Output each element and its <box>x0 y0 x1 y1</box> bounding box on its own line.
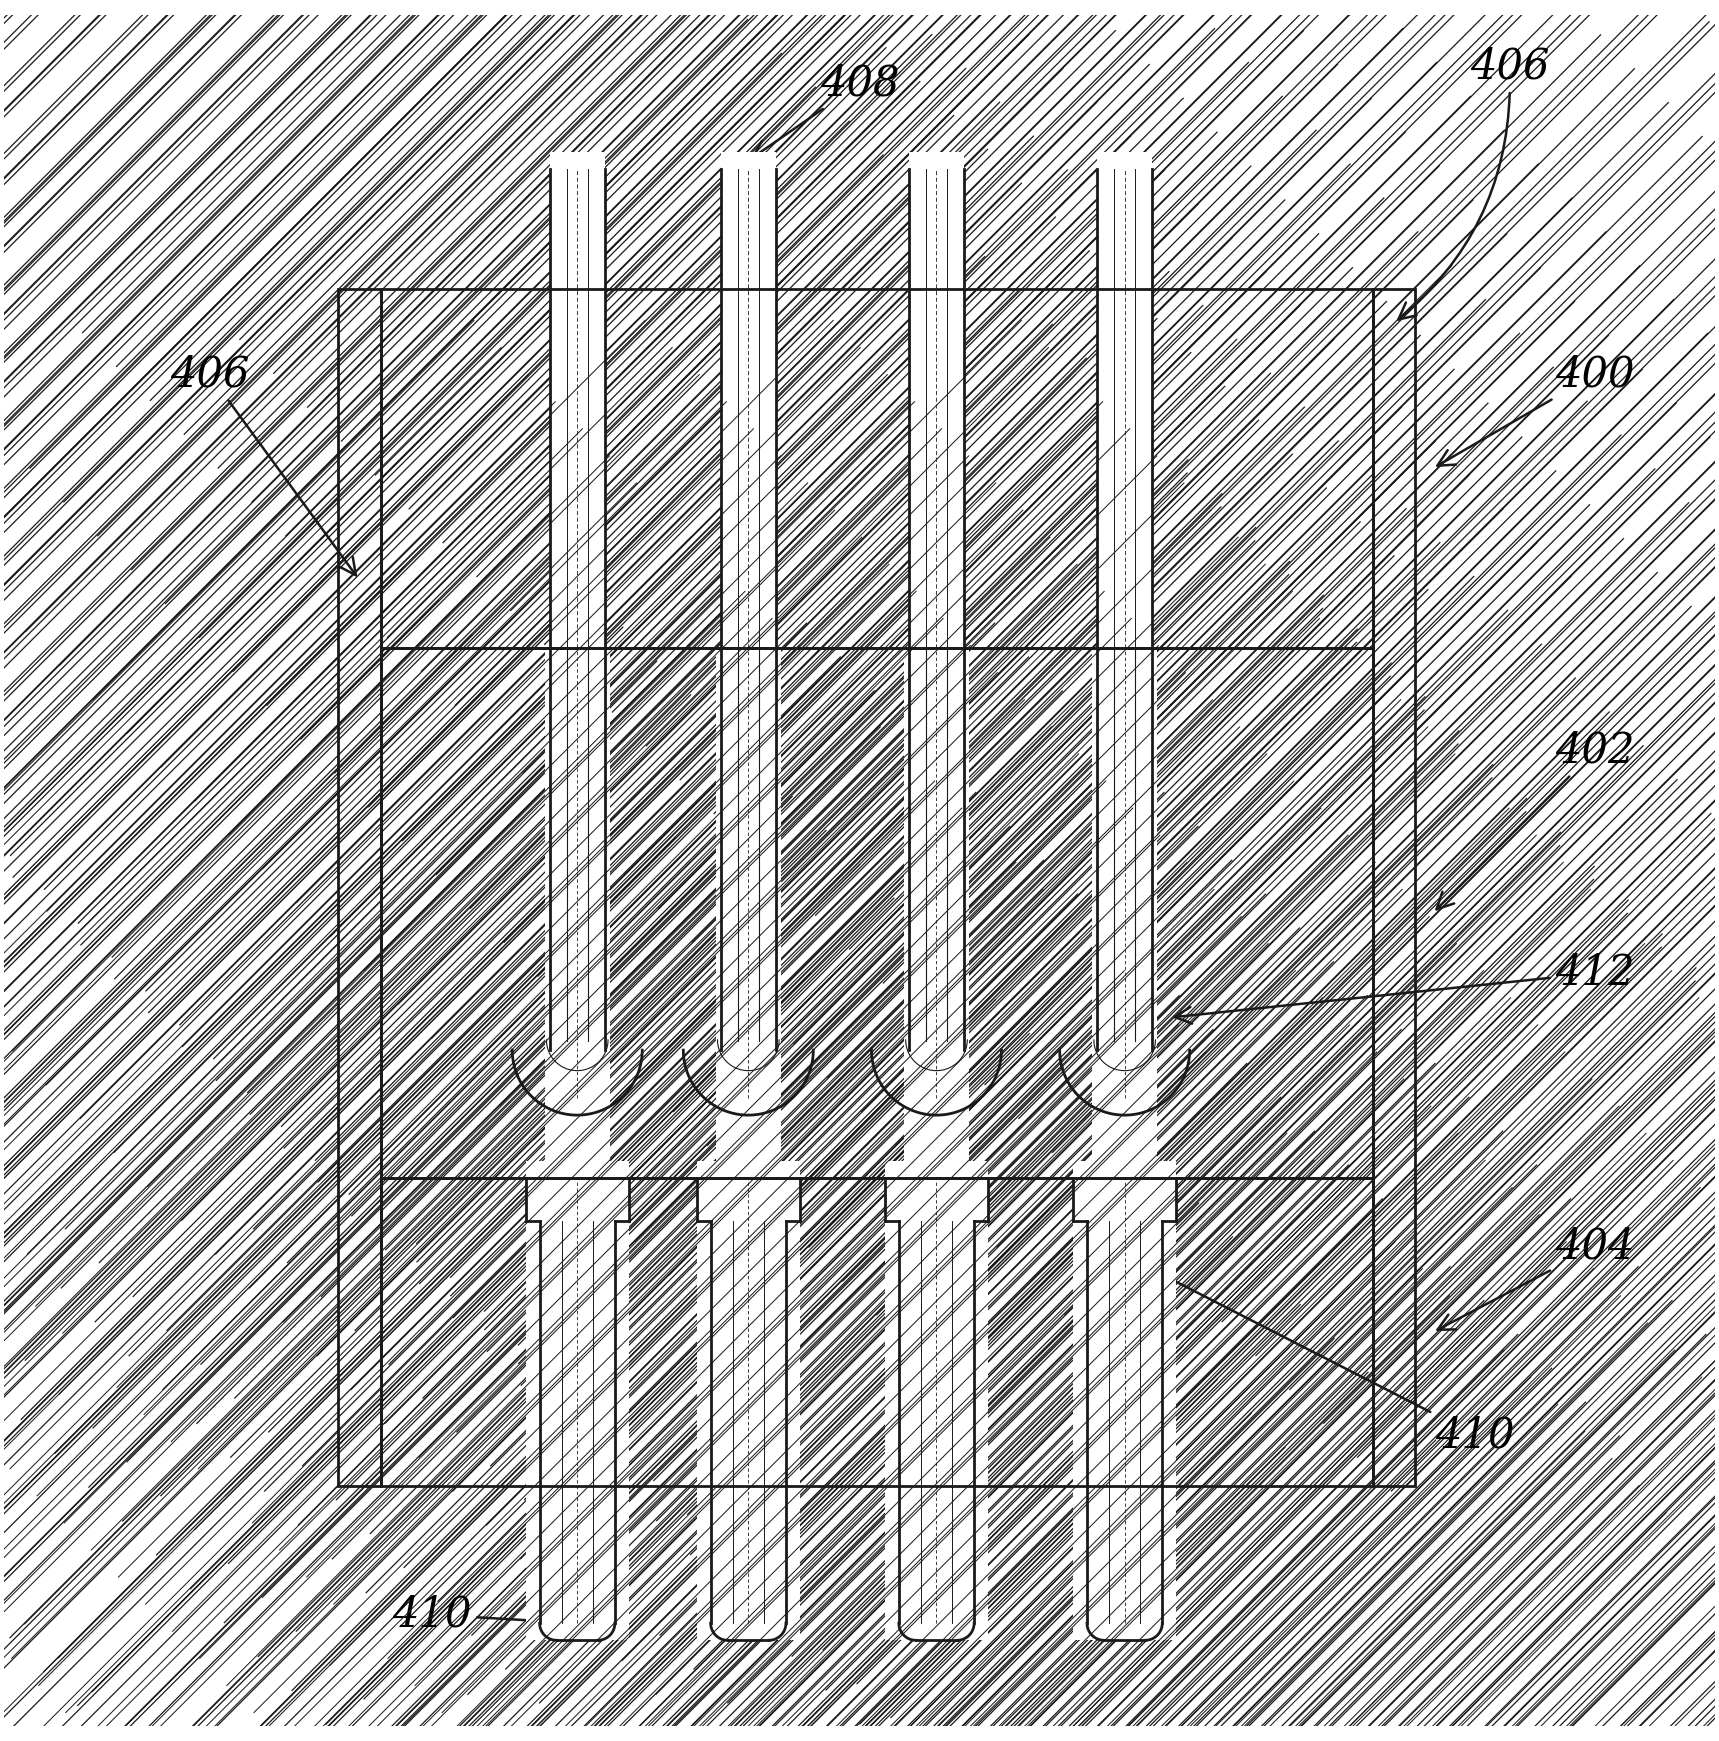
Bar <box>968 648 1093 1179</box>
Bar <box>1076 1182 1172 1637</box>
Bar <box>605 289 720 648</box>
Text: 406: 406 <box>1398 45 1549 320</box>
Bar <box>380 648 547 1179</box>
Bar <box>1152 289 1373 648</box>
Bar <box>992 1179 1069 1487</box>
Bar <box>1073 1161 1176 1640</box>
Bar <box>696 1161 799 1640</box>
Bar <box>380 289 550 648</box>
Bar <box>633 1179 693 1487</box>
Bar <box>700 1182 796 1637</box>
Bar <box>1373 289 1415 1487</box>
Bar <box>1092 648 1157 1179</box>
Bar <box>909 151 964 648</box>
Text: 410: 410 <box>392 1593 572 1635</box>
Bar <box>1097 151 1152 648</box>
Bar <box>609 648 717 1179</box>
Bar <box>1373 289 1415 1487</box>
Text: 400: 400 <box>1437 353 1635 465</box>
Text: 402: 402 <box>1437 729 1635 909</box>
Bar <box>380 1179 1373 1487</box>
Text: 408: 408 <box>753 63 899 157</box>
Bar <box>715 648 780 1179</box>
Text: 404: 404 <box>1437 1226 1635 1330</box>
Bar <box>885 1161 988 1640</box>
Bar <box>380 289 1373 648</box>
Bar <box>1179 1179 1373 1487</box>
Text: 412: 412 <box>1174 952 1635 1024</box>
Bar <box>545 648 610 1179</box>
Bar <box>526 1161 629 1640</box>
Bar <box>1155 648 1373 1179</box>
Bar <box>775 289 909 648</box>
Bar <box>550 151 605 648</box>
Bar <box>380 648 1373 1179</box>
Bar <box>720 151 775 648</box>
Text: 406: 406 <box>170 353 356 575</box>
Bar <box>337 289 380 1487</box>
Bar <box>889 1182 985 1637</box>
Bar <box>964 289 1097 648</box>
Text: 410: 410 <box>1129 1259 1514 1455</box>
Bar <box>803 1179 882 1487</box>
Bar <box>904 648 970 1179</box>
Bar <box>337 289 380 1487</box>
Bar <box>529 1182 626 1637</box>
Bar <box>779 648 906 1179</box>
Bar <box>380 1179 523 1487</box>
